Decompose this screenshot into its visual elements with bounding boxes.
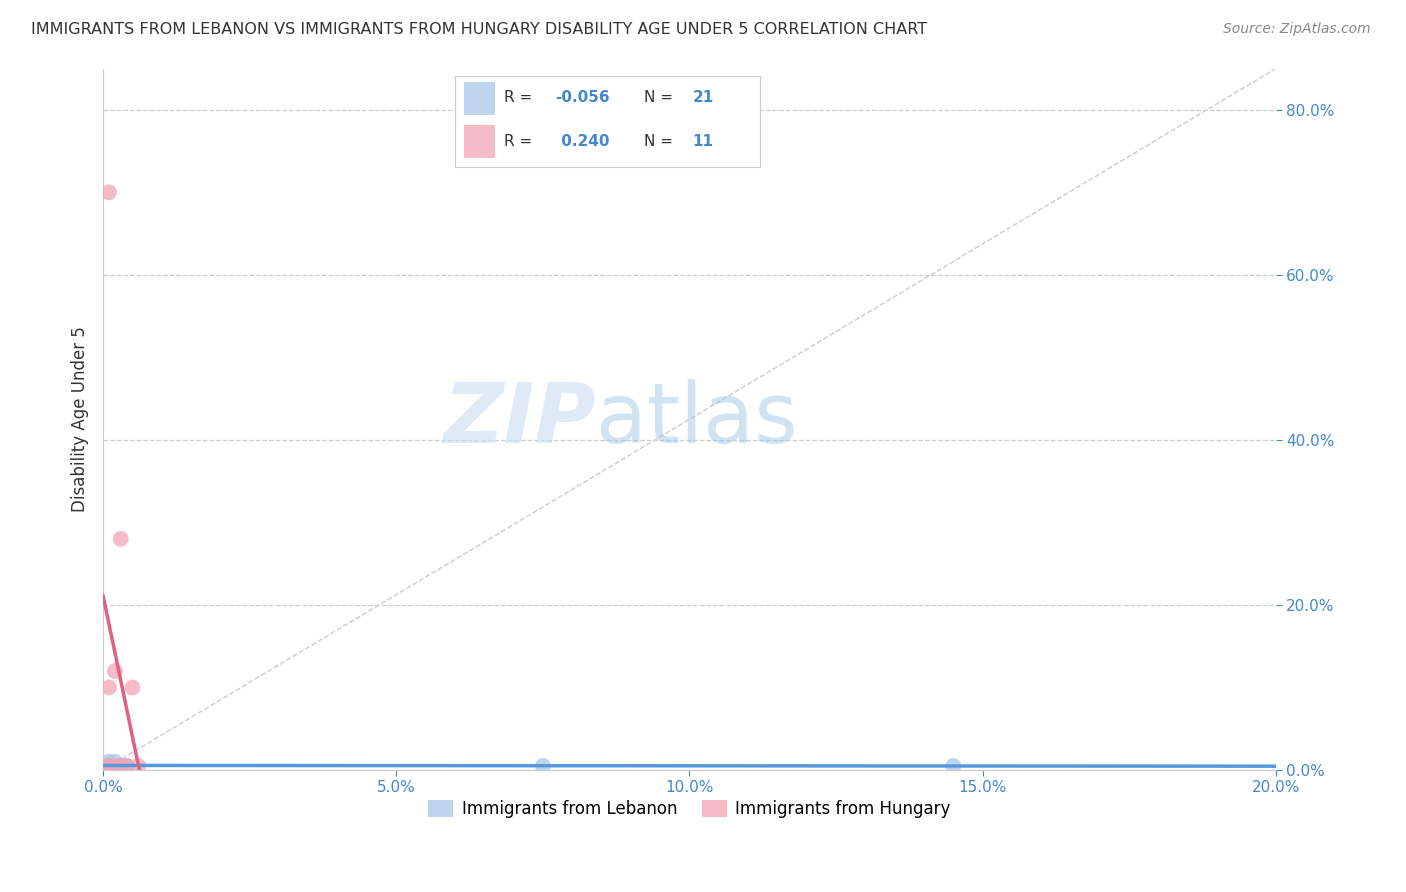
Point bbox=[98, 186, 121, 200]
Point bbox=[104, 759, 127, 773]
Point bbox=[98, 759, 121, 773]
Point bbox=[104, 759, 127, 773]
Point bbox=[104, 755, 127, 769]
Point bbox=[98, 759, 121, 773]
Point bbox=[121, 681, 143, 695]
Point bbox=[98, 759, 121, 773]
Point bbox=[104, 759, 127, 773]
Point bbox=[110, 759, 132, 773]
Point bbox=[98, 755, 121, 769]
Point bbox=[104, 759, 127, 773]
Point bbox=[98, 759, 121, 773]
Point bbox=[942, 759, 965, 773]
Point bbox=[110, 532, 132, 546]
Y-axis label: Disability Age Under 5: Disability Age Under 5 bbox=[72, 326, 89, 512]
Point bbox=[127, 759, 149, 773]
Point bbox=[98, 759, 121, 773]
Text: atlas: atlas bbox=[596, 379, 797, 459]
Point bbox=[104, 664, 127, 678]
Point bbox=[110, 759, 132, 773]
Point bbox=[115, 759, 138, 773]
Legend: Immigrants from Lebanon, Immigrants from Hungary: Immigrants from Lebanon, Immigrants from… bbox=[422, 793, 957, 825]
Point bbox=[98, 759, 121, 773]
Point bbox=[98, 759, 121, 773]
Point bbox=[98, 759, 121, 773]
Point bbox=[98, 759, 121, 773]
Point bbox=[115, 759, 138, 773]
Text: IMMIGRANTS FROM LEBANON VS IMMIGRANTS FROM HUNGARY DISABILITY AGE UNDER 5 CORREL: IMMIGRANTS FROM LEBANON VS IMMIGRANTS FR… bbox=[31, 22, 927, 37]
Point bbox=[104, 759, 127, 773]
Point bbox=[110, 759, 132, 773]
Point bbox=[115, 759, 138, 773]
Point bbox=[531, 759, 554, 773]
Point bbox=[110, 759, 132, 773]
Text: ZIP: ZIP bbox=[443, 379, 596, 459]
Text: Source: ZipAtlas.com: Source: ZipAtlas.com bbox=[1223, 22, 1371, 37]
Point bbox=[98, 681, 121, 695]
Point bbox=[98, 759, 121, 773]
